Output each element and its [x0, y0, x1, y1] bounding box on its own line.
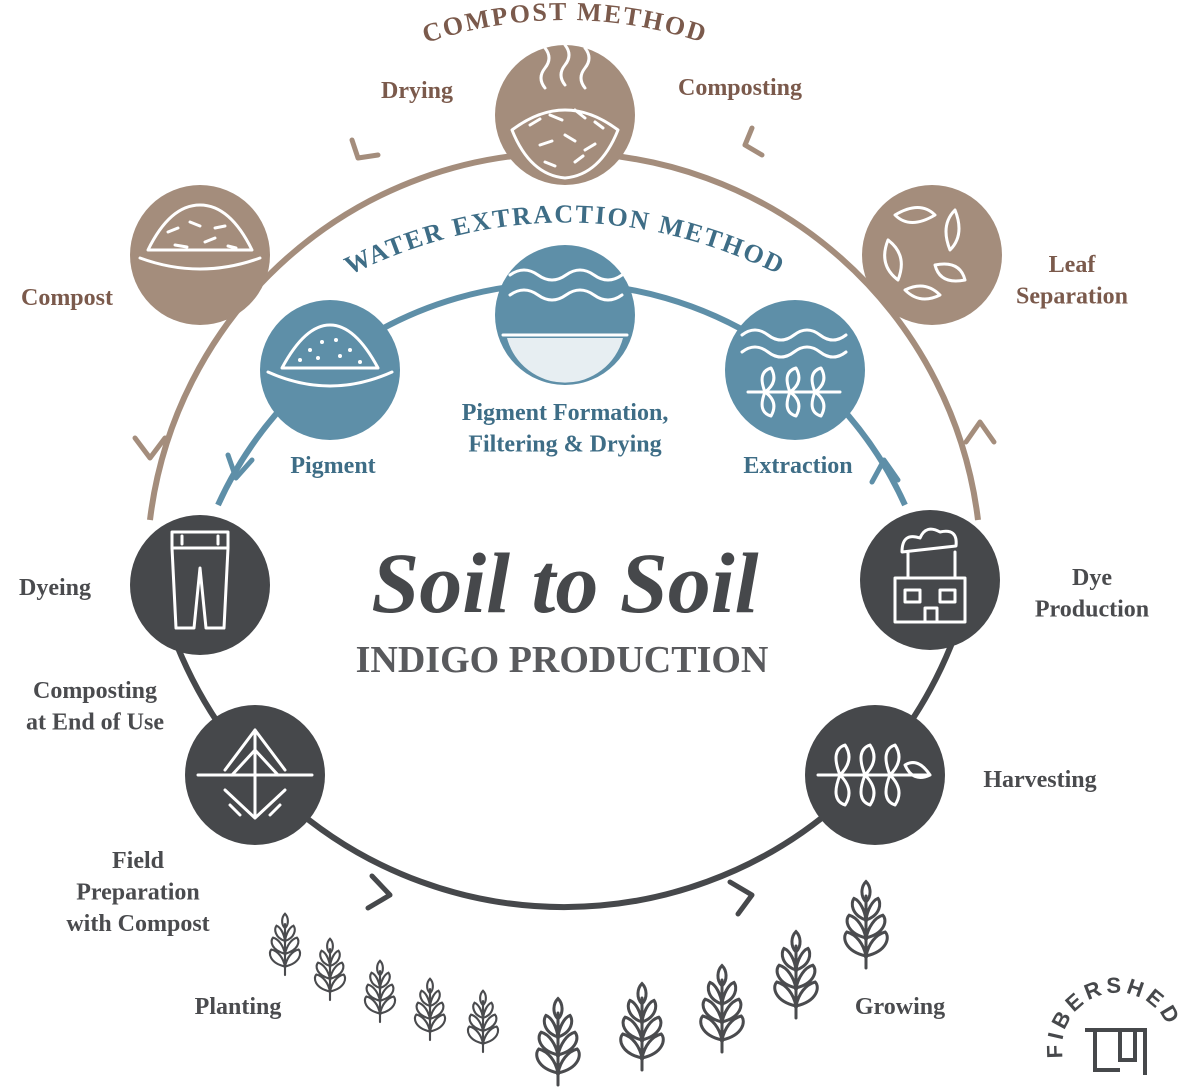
stage-label: Planting — [195, 994, 282, 1020]
node-harvesting — [805, 705, 945, 845]
stage-label: Compost — [21, 285, 113, 311]
stage-label: Composting at End of Use — [26, 678, 164, 736]
stage-label: Leaf Separation — [1016, 252, 1128, 310]
stage-label-line: Compost — [21, 285, 113, 311]
node-composting — [495, 43, 635, 185]
sediment — [507, 338, 623, 383]
stage-label-line: Dyeing — [19, 575, 91, 601]
compost-method-text: COMPOST METHOD — [419, 0, 709, 49]
node-compost — [130, 185, 270, 325]
sprout — [619, 982, 665, 1072]
logo-text: FIBERSHED — [1042, 973, 1187, 1059]
arrows-blue — [225, 452, 901, 485]
pigment-dots — [298, 338, 362, 364]
stage-label-line: Leaf — [1049, 252, 1097, 278]
stage-label-line: at End of Use — [26, 710, 164, 736]
stage-label-line: Composting — [678, 75, 802, 101]
sprout — [843, 880, 889, 970]
node-extraction — [725, 300, 865, 440]
stage-label-line: Drying — [381, 78, 453, 104]
stage-label-line: Preparation — [76, 880, 200, 906]
logo-mark — [1085, 1028, 1147, 1075]
stage-label: Harvesting — [983, 767, 1096, 793]
stage-label: Composting — [678, 75, 802, 101]
sprout — [699, 964, 745, 1054]
node-pigment-formation — [495, 245, 635, 385]
stage-label-line: Dye — [1072, 565, 1112, 591]
sprout — [535, 997, 581, 1087]
subtitle: INDIGO PRODUCTION — [356, 639, 769, 681]
stage-label: Dye Production — [1035, 565, 1149, 623]
stage-label: Field Preparation with Compost — [66, 848, 209, 937]
logo-path-text: FIBERSHED — [1042, 973, 1183, 1059]
stage-label: Extraction — [743, 453, 852, 479]
node-dyeing — [130, 515, 270, 655]
stage-label-line: with Compost — [66, 911, 209, 937]
logo: FIBERSHED — [1042, 973, 1187, 1075]
node-dye-production — [860, 510, 1000, 650]
stage-label-line: Pigment — [290, 453, 375, 479]
stage-label-line: Pigment Formation, — [462, 400, 669, 426]
sprouts — [268, 880, 889, 1087]
sprout — [363, 959, 397, 1024]
stage-label: Growing — [855, 994, 945, 1020]
sprout — [773, 930, 819, 1020]
arrows-brown — [132, 125, 997, 461]
stage-label-line: Extraction — [743, 453, 852, 479]
stage-label-line: Field — [112, 848, 165, 874]
sprout — [313, 937, 347, 1002]
stage-label-line: Production — [1035, 597, 1149, 623]
arrows-dark — [365, 873, 755, 917]
node-leaf-separation — [862, 185, 1002, 325]
compost-method-title: COMPOST METHOD — [419, 0, 711, 49]
stage-label-line: Filtering & Drying — [468, 432, 661, 458]
sprout — [268, 912, 302, 977]
stage-label-line: Composting — [33, 678, 157, 704]
stage-label-line: Growing — [855, 994, 945, 1020]
stage-label-line: Separation — [1016, 284, 1128, 310]
stage-label-line: Planting — [195, 994, 282, 1020]
sprout — [466, 989, 500, 1054]
title: Soil to Soil — [371, 535, 758, 631]
stage-label: Dyeing — [19, 575, 91, 601]
stage-label: Pigment Formation, Filtering & Drying — [462, 400, 669, 458]
node-field-preparation — [185, 705, 325, 845]
sprout — [413, 977, 447, 1042]
stage-label: Pigment — [290, 453, 375, 479]
node-pigment — [260, 300, 400, 440]
stage-label-line: Harvesting — [983, 767, 1096, 793]
stage-label: Drying — [381, 78, 453, 104]
